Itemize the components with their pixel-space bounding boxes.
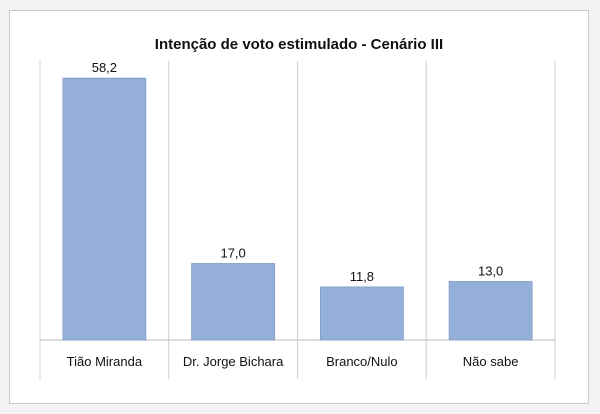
category-label: Não sabe xyxy=(463,354,519,369)
bar xyxy=(191,263,276,341)
category-label: Dr. Jorge Bichara xyxy=(183,354,284,369)
chart-frame: Intenção de voto estimulado - Cenário II… xyxy=(9,10,589,404)
chart-title: Intenção de voto estimulado - Cenário II… xyxy=(155,36,443,53)
bar xyxy=(319,286,404,341)
data-label: 58,2 xyxy=(92,60,117,75)
category-labels: Tião Miranda Dr. Jorge Bichara Branco/Nulo… xyxy=(67,354,519,369)
data-label: 11,8 xyxy=(350,269,374,284)
data-label: 17,0 xyxy=(220,246,245,261)
bar xyxy=(62,77,147,341)
value-labels: 58,2 17,0 11,8 13,0 xyxy=(92,60,504,284)
bar-chart: Intenção de voto estimulado - Cenário II… xyxy=(39,36,556,379)
category-label: Branco/Nulo xyxy=(326,354,398,369)
bars xyxy=(62,77,533,341)
data-label: 13,0 xyxy=(478,264,503,279)
category-label: Tião Miranda xyxy=(67,354,143,369)
bar xyxy=(448,281,533,341)
